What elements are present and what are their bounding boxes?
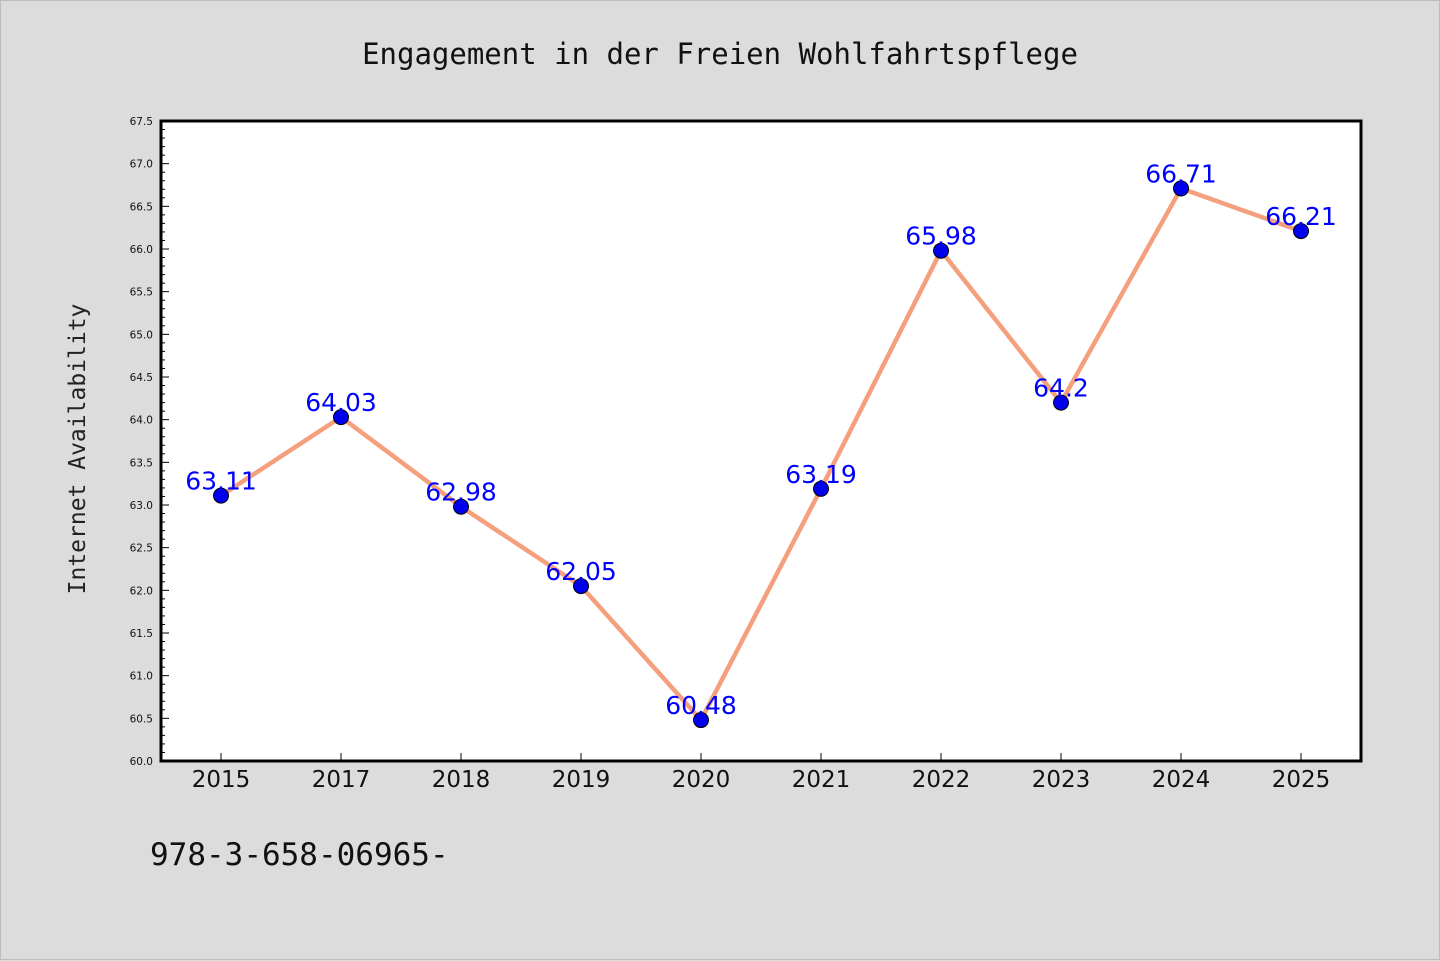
- x-tick-label: 2019: [552, 767, 611, 793]
- x-tick-label: 2024: [1152, 767, 1211, 793]
- y-tick-label: 60.5: [130, 713, 153, 725]
- x-tick-label: 2015: [192, 767, 251, 793]
- data-label: 66.71: [1145, 159, 1217, 188]
- data-label: 62.05: [545, 557, 617, 586]
- data-point: [333, 409, 349, 426]
- y-tick-label: 60.0: [130, 756, 153, 768]
- y-tick-label: 64.0: [130, 415, 153, 427]
- data-label: 63.19: [785, 460, 857, 489]
- data-label: 64.03: [305, 388, 377, 417]
- data-point: [693, 712, 709, 729]
- y-tick-label: 65.0: [130, 329, 153, 341]
- y-tick-label: 61.5: [130, 628, 153, 640]
- data-label: 60.48: [665, 691, 737, 720]
- y-tick-label: 67.0: [130, 159, 153, 171]
- x-tick-label: 2020: [672, 767, 731, 793]
- data-label: 62.98: [425, 478, 497, 507]
- x-tick-label: 2023: [1032, 767, 1091, 793]
- data-label-layer: 63.11 64.03 62.98 62.05 60.48 63.19 65.98 64.2 6…: [185, 159, 1337, 720]
- y-tick-label: 62.5: [130, 543, 153, 555]
- y-tick-label: 66.0: [130, 244, 153, 256]
- data-label: 64.2: [1033, 374, 1089, 403]
- data-point: [933, 242, 949, 259]
- series-layer: [213, 180, 1309, 729]
- chart-title: Engagement in der Freien Wohlfahrtspfleg…: [362, 37, 1078, 71]
- y-tick-label: 62.0: [130, 585, 153, 597]
- data-point: [453, 498, 469, 515]
- footer-text: 978-3-658-06965-: [150, 837, 449, 873]
- y-tick-label: 66.5: [130, 201, 153, 213]
- plot-area: [159, 119, 1363, 763]
- x-tick-label: 2022: [912, 767, 971, 793]
- y-tick-label: 64.5: [130, 372, 153, 384]
- data-label: 65.98: [905, 222, 977, 251]
- series-line: [219, 186, 1302, 723]
- x-tick-label: 2021: [792, 767, 851, 793]
- x-tick-label: 2018: [432, 767, 491, 793]
- y-tick-label: 67.5: [130, 116, 153, 128]
- y-tick-label: 63.0: [130, 500, 153, 512]
- data-point: [213, 487, 229, 504]
- data-label: 63.11: [185, 467, 257, 496]
- data-point: [1173, 180, 1189, 197]
- y-axis: 60.0 60.5 61.0 61.5 62.0 62.5 63.0 63.5 64.0 64.5…: [130, 116, 169, 768]
- x-tick-label: 2025: [1272, 767, 1331, 793]
- data-point: [1293, 223, 1309, 240]
- data-point: [813, 480, 829, 497]
- data-label: 66.21: [1265, 202, 1337, 231]
- y-tick-label: 63.5: [130, 457, 153, 469]
- data-point: [1053, 394, 1069, 411]
- data-point: [573, 578, 589, 595]
- x-axis: 2015 2017 2018 2019 2020 2021 2022 2023 2024 2025: [192, 753, 1331, 793]
- y-tick-label: 61.0: [130, 671, 153, 683]
- y-axis-label: Internet Availability: [65, 304, 91, 595]
- x-tick-label: 2017: [312, 767, 371, 793]
- y-tick-label: 65.5: [130, 287, 153, 299]
